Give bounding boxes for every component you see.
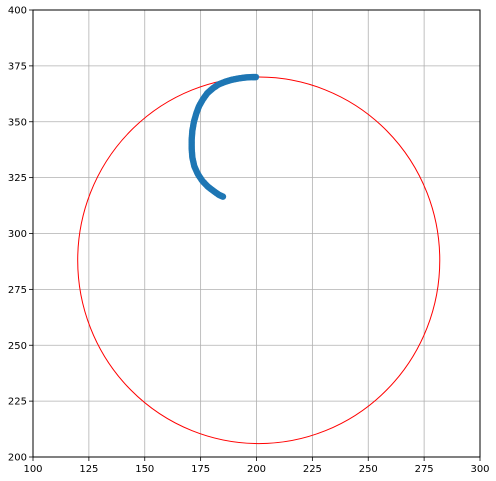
y-tick-label: 300 [8, 229, 27, 240]
x-tick-label: 225 [303, 464, 322, 475]
y-tick-label: 275 [8, 285, 27, 296]
y-tick-label: 325 [8, 173, 27, 184]
fitted-circle [78, 77, 440, 444]
x-tick-label: 175 [191, 464, 210, 475]
x-tick-label: 300 [470, 464, 489, 475]
x-tick-label: 125 [79, 464, 98, 475]
x-tick-label: 200 [247, 464, 266, 475]
x-tick-label: 275 [415, 464, 434, 475]
y-tick-label: 225 [8, 397, 27, 408]
y-tick-label: 400 [8, 6, 27, 17]
y-tick-label: 350 [8, 117, 27, 128]
y-tick-label: 200 [8, 453, 27, 464]
y-tick-label: 250 [8, 341, 27, 352]
points-series [188, 74, 259, 200]
x-tick-label: 150 [135, 464, 154, 475]
circle-series [78, 77, 440, 444]
data-point [220, 193, 226, 199]
y-tick-label: 375 [8, 61, 27, 72]
x-tick-label: 250 [359, 464, 378, 475]
x-tick-label: 100 [23, 464, 42, 475]
